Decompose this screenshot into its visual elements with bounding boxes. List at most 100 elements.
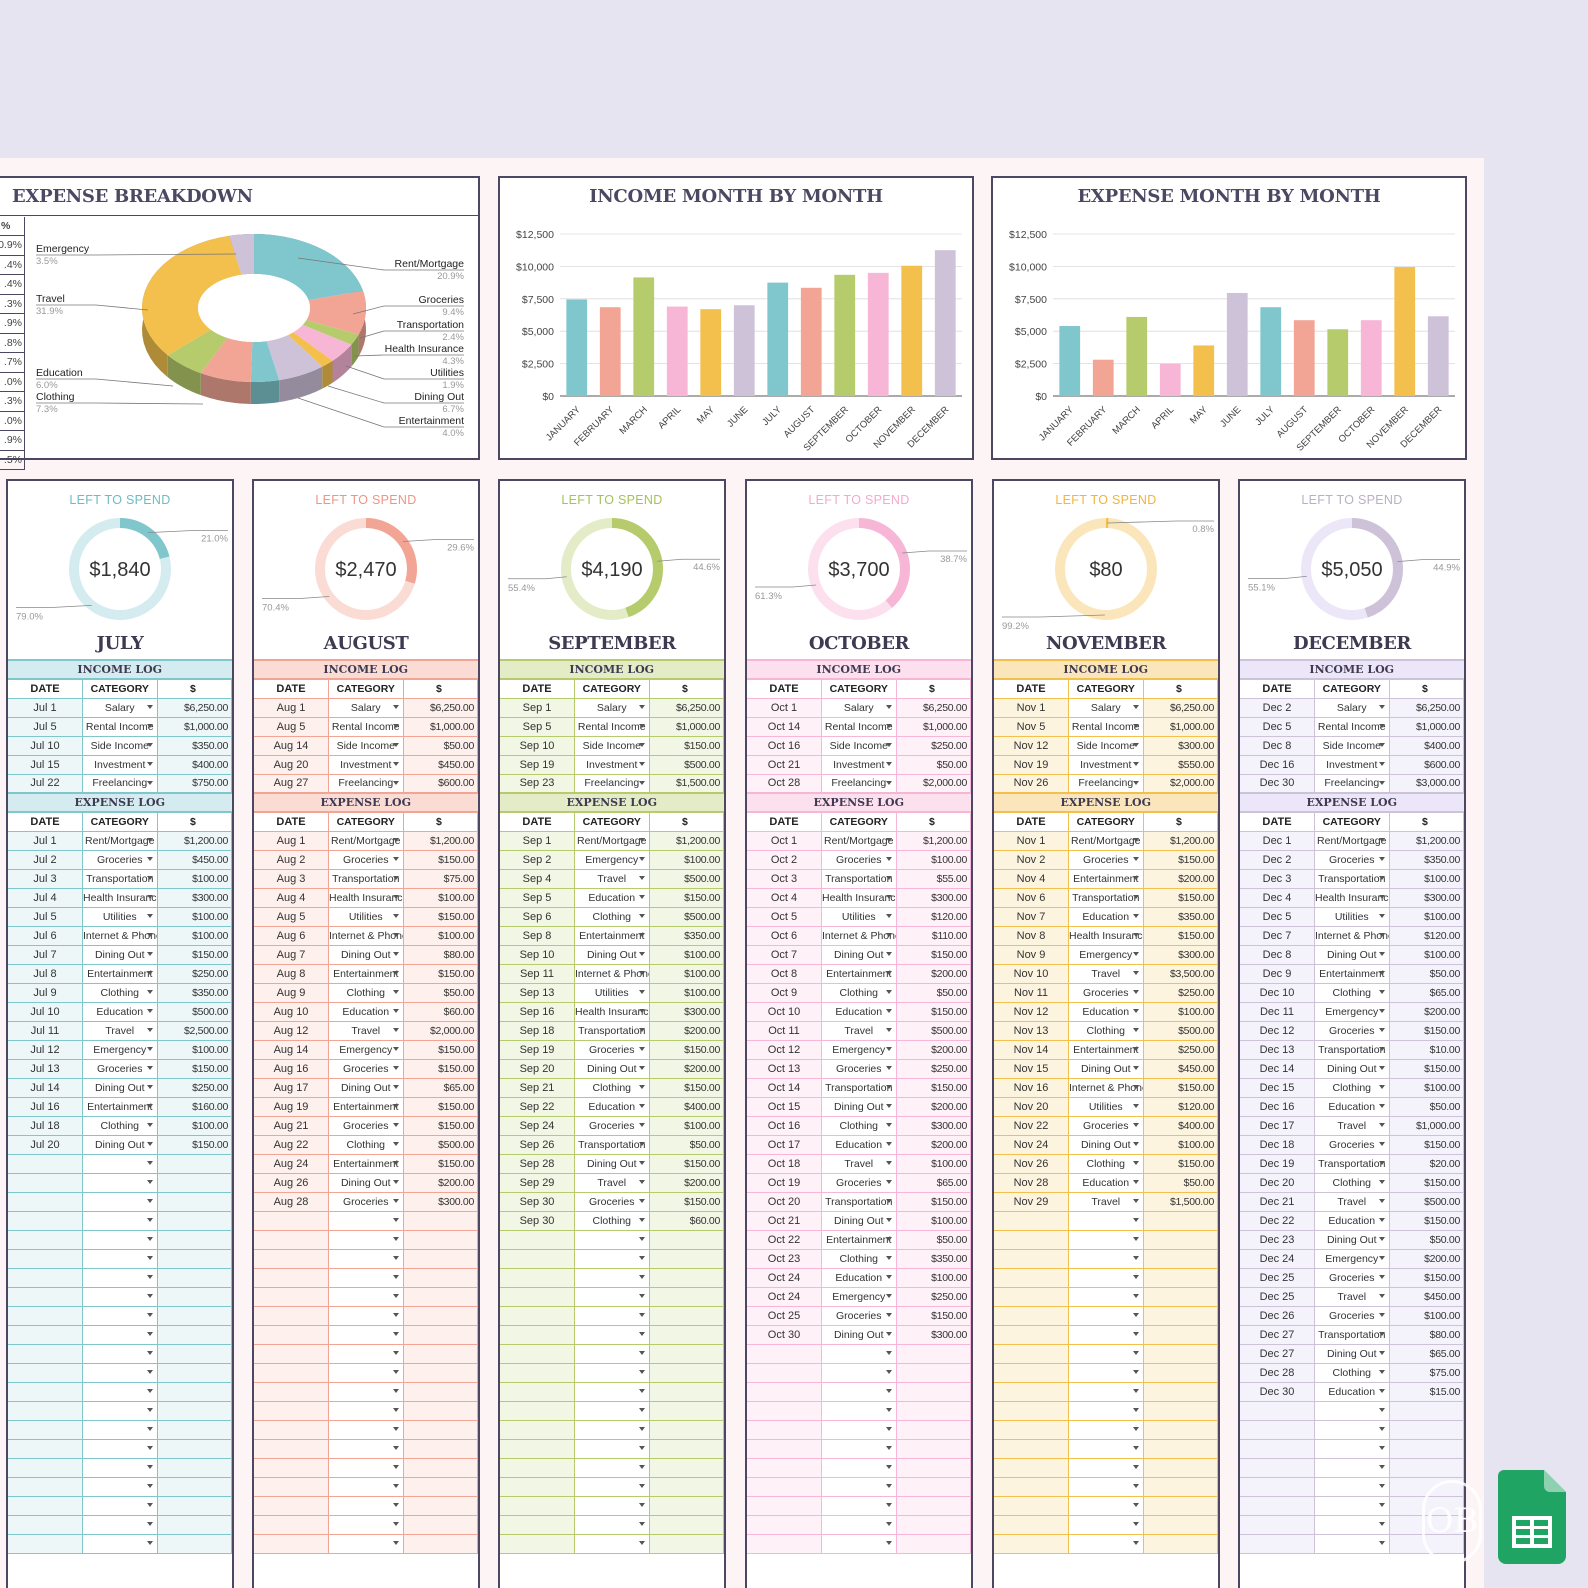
category-dropdown[interactable] xyxy=(1314,1401,1390,1421)
date-cell[interactable]: Dec 15 xyxy=(1240,1078,1315,1098)
chevron-down-icon[interactable] xyxy=(1132,1502,1139,1507)
category-dropdown[interactable] xyxy=(1068,1458,1144,1478)
date-cell[interactable]: Dec 16 xyxy=(1240,1097,1315,1117)
category-dropdown[interactable] xyxy=(328,1325,404,1345)
category-dropdown[interactable]: Education xyxy=(328,1002,404,1022)
category-dropdown[interactable]: Travel xyxy=(574,1173,650,1193)
amount-cell[interactable] xyxy=(649,1534,724,1554)
date-cell[interactable]: Jul 5 xyxy=(8,717,83,737)
amount-cell[interactable] xyxy=(649,1249,724,1269)
category-dropdown[interactable]: Groceries xyxy=(1314,1021,1390,1041)
amount-cell[interactable]: $300.00 xyxy=(1143,945,1218,965)
category-dropdown[interactable] xyxy=(1068,1420,1144,1440)
amount-cell[interactable]: $450.00 xyxy=(1143,1059,1218,1079)
category-dropdown[interactable] xyxy=(328,1401,404,1421)
category-dropdown[interactable] xyxy=(82,1268,158,1288)
chevron-down-icon[interactable] xyxy=(638,1331,645,1336)
category-dropdown[interactable]: Groceries xyxy=(1314,1268,1390,1288)
category-dropdown[interactable] xyxy=(82,1477,158,1497)
chevron-down-icon[interactable] xyxy=(1132,1046,1139,1051)
amount-cell[interactable] xyxy=(1389,1439,1464,1459)
chevron-down-icon[interactable] xyxy=(1378,1293,1385,1298)
amount-cell[interactable]: $50.00 xyxy=(1389,964,1464,984)
chevron-down-icon[interactable] xyxy=(146,1464,153,1469)
chevron-down-icon[interactable] xyxy=(1378,1464,1385,1469)
category-dropdown[interactable]: Groceries xyxy=(1314,850,1390,870)
category-dropdown[interactable] xyxy=(1314,1439,1390,1459)
chevron-down-icon[interactable] xyxy=(1132,875,1139,880)
category-dropdown[interactable] xyxy=(1068,1249,1144,1269)
amount-cell[interactable]: $100.00 xyxy=(157,869,232,889)
amount-cell[interactable] xyxy=(1143,1477,1218,1497)
category-dropdown[interactable]: Internet & Phone xyxy=(1314,926,1390,946)
category-dropdown[interactable]: Dining Out xyxy=(821,1097,897,1117)
amount-cell[interactable]: $300.00 xyxy=(1389,888,1464,908)
category-dropdown[interactable] xyxy=(82,1515,158,1535)
chevron-down-icon[interactable] xyxy=(392,1027,399,1032)
category-dropdown[interactable] xyxy=(821,1382,897,1402)
amount-cell[interactable]: $120.00 xyxy=(1389,926,1464,946)
date-cell[interactable]: Dec 8 xyxy=(1240,945,1315,965)
chevron-down-icon[interactable] xyxy=(1378,1179,1385,1184)
amount-cell[interactable]: $100.00 xyxy=(403,926,478,946)
category-dropdown[interactable]: Groceries xyxy=(328,1192,404,1212)
amount-cell[interactable]: $300.00 xyxy=(896,888,971,908)
date-cell[interactable] xyxy=(254,1401,329,1421)
chevron-down-icon[interactable] xyxy=(1378,1160,1385,1165)
date-cell[interactable]: Nov 20 xyxy=(994,1097,1069,1117)
category-dropdown[interactable]: Health Insurance xyxy=(82,888,158,908)
chevron-down-icon[interactable] xyxy=(1378,951,1385,956)
amount-cell[interactable]: $300.00 xyxy=(896,1325,971,1345)
chevron-down-icon[interactable] xyxy=(1378,1369,1385,1374)
amount-cell[interactable]: $300.00 xyxy=(649,1002,724,1022)
category-dropdown[interactable]: Side Income xyxy=(574,736,650,756)
date-cell[interactable]: Oct 1 xyxy=(747,831,822,851)
amount-cell[interactable] xyxy=(1143,1496,1218,1516)
category-dropdown[interactable] xyxy=(1068,1211,1144,1231)
date-cell[interactable]: Aug 24 xyxy=(254,1154,329,1174)
chevron-down-icon[interactable] xyxy=(1132,1217,1139,1222)
amount-cell[interactable]: $350.00 xyxy=(1389,850,1464,870)
amount-cell[interactable] xyxy=(157,1458,232,1478)
category-dropdown[interactable] xyxy=(1068,1268,1144,1288)
amount-cell[interactable] xyxy=(1143,1287,1218,1307)
category-dropdown[interactable] xyxy=(574,1458,650,1478)
category-dropdown[interactable]: Entertainment xyxy=(1068,869,1144,889)
category-dropdown[interactable]: Emergency xyxy=(821,1287,897,1307)
category-dropdown[interactable]: Dining Out xyxy=(328,945,404,965)
amount-cell[interactable] xyxy=(896,1515,971,1535)
chevron-down-icon[interactable] xyxy=(1132,1160,1139,1165)
chevron-down-icon[interactable] xyxy=(1378,970,1385,975)
category-dropdown[interactable]: Dining Out xyxy=(82,945,158,965)
category-dropdown[interactable] xyxy=(328,1458,404,1478)
chevron-down-icon[interactable] xyxy=(146,837,153,842)
amount-cell[interactable]: $500.00 xyxy=(649,907,724,927)
amount-cell[interactable]: $150.00 xyxy=(649,1040,724,1060)
amount-cell[interactable] xyxy=(649,1496,724,1516)
date-cell[interactable] xyxy=(500,1325,575,1345)
category-dropdown[interactable] xyxy=(82,1401,158,1421)
category-dropdown[interactable] xyxy=(328,1439,404,1459)
amount-cell[interactable]: $150.00 xyxy=(1143,1078,1218,1098)
chevron-down-icon[interactable] xyxy=(1378,875,1385,880)
amount-cell[interactable]: $1,200.00 xyxy=(896,831,971,851)
amount-cell[interactable] xyxy=(649,1401,724,1421)
date-cell[interactable] xyxy=(8,1211,83,1231)
category-dropdown[interactable]: Transportation xyxy=(82,869,158,889)
category-dropdown[interactable]: Rent/Mortgage xyxy=(328,831,404,851)
chevron-down-icon[interactable] xyxy=(1132,1445,1139,1450)
chevron-down-icon[interactable] xyxy=(1378,1046,1385,1051)
chevron-down-icon[interactable] xyxy=(146,1407,153,1412)
chevron-down-icon[interactable] xyxy=(885,742,892,747)
chevron-down-icon[interactable] xyxy=(885,1160,892,1165)
category-dropdown[interactable]: Groceries xyxy=(328,1116,404,1136)
chevron-down-icon[interactable] xyxy=(885,894,892,899)
amount-cell[interactable]: $1,000.00 xyxy=(157,717,232,737)
date-cell[interactable] xyxy=(254,1230,329,1250)
date-cell[interactable]: Oct 16 xyxy=(747,1116,822,1136)
category-dropdown[interactable] xyxy=(821,1515,897,1535)
category-dropdown[interactable] xyxy=(821,1534,897,1554)
amount-cell[interactable] xyxy=(1143,1382,1218,1402)
chevron-down-icon[interactable] xyxy=(1132,1369,1139,1374)
amount-cell[interactable]: $65.00 xyxy=(896,1173,971,1193)
